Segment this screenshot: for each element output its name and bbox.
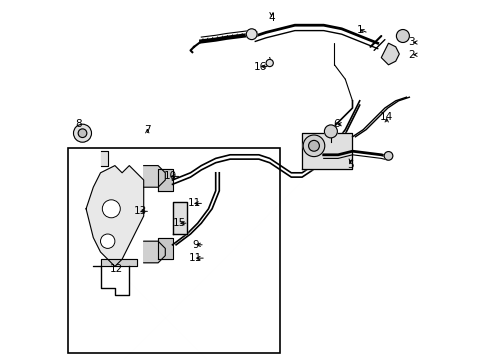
- Polygon shape: [86, 166, 143, 266]
- Circle shape: [265, 59, 273, 67]
- Polygon shape: [101, 151, 107, 166]
- Text: 9: 9: [192, 240, 199, 250]
- Text: 14: 14: [379, 112, 392, 122]
- Text: 2: 2: [408, 50, 414, 60]
- Bar: [302, 133, 352, 169]
- Circle shape: [308, 140, 319, 151]
- Circle shape: [101, 234, 115, 248]
- Circle shape: [303, 135, 324, 157]
- Polygon shape: [143, 166, 165, 187]
- Circle shape: [246, 29, 257, 40]
- Polygon shape: [93, 259, 136, 266]
- Text: 11: 11: [189, 253, 202, 263]
- Text: 16: 16: [254, 62, 267, 72]
- Text: 10: 10: [164, 171, 177, 181]
- Text: 7: 7: [143, 125, 150, 135]
- Circle shape: [324, 125, 337, 138]
- Text: 3: 3: [408, 37, 414, 48]
- Text: 12: 12: [110, 264, 123, 274]
- Text: 13: 13: [133, 206, 146, 216]
- Circle shape: [396, 30, 408, 42]
- Polygon shape: [143, 241, 165, 263]
- Polygon shape: [381, 43, 399, 65]
- Text: 11: 11: [187, 198, 200, 208]
- Circle shape: [78, 129, 87, 138]
- Text: 6: 6: [332, 119, 339, 129]
- Text: 1: 1: [356, 24, 362, 35]
- Bar: [172, 202, 186, 234]
- Text: 8: 8: [76, 119, 82, 129]
- Bar: [68, 148, 280, 353]
- Circle shape: [102, 200, 120, 218]
- Text: 4: 4: [267, 13, 274, 23]
- Bar: [158, 169, 172, 191]
- Circle shape: [384, 152, 392, 160]
- Text: 15: 15: [173, 218, 186, 228]
- Bar: [158, 238, 172, 259]
- Circle shape: [73, 124, 91, 142]
- Text: 5: 5: [346, 159, 353, 170]
